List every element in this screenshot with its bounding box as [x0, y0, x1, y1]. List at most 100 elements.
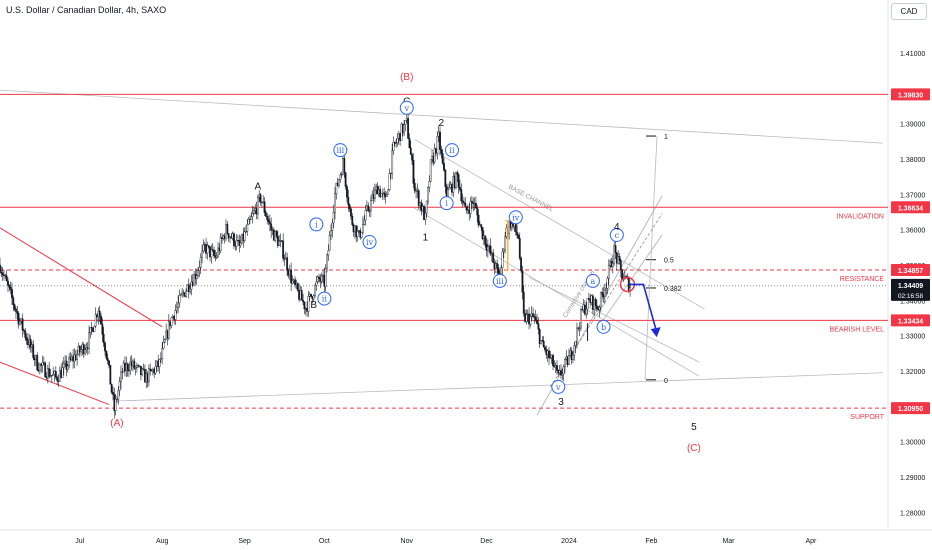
- candle-body: [167, 321, 170, 339]
- candle-body: [174, 310, 177, 320]
- currency-button[interactable]: CAD: [891, 3, 927, 20]
- wave-label: b: [601, 323, 606, 332]
- candle-body: [108, 360, 110, 366]
- candle-body: [44, 363, 47, 378]
- candle-body: [409, 147, 412, 155]
- price-level-name: BEARISH LEVEL: [830, 326, 885, 333]
- wave-label: iii: [496, 277, 504, 286]
- candle-body: [347, 197, 350, 205]
- x-tick-label: Jul: [75, 538, 84, 545]
- wave-label: 4: [614, 222, 620, 233]
- candle-body: [606, 278, 609, 289]
- candle-body: [316, 276, 319, 282]
- candle-body: [170, 317, 173, 326]
- candle-body: [199, 256, 202, 268]
- x-tick-label: Feb: [645, 538, 657, 545]
- candle-body: [117, 390, 120, 400]
- candle-body: [120, 371, 122, 382]
- y-tick-label: 1.28000: [900, 510, 925, 517]
- candle-body: [249, 219, 251, 221]
- candle-body: [110, 384, 113, 393]
- candle-body: [32, 344, 35, 358]
- candle-body: [54, 371, 57, 378]
- y-tick-label: 1.33000: [900, 334, 925, 341]
- wave-label: (A): [110, 418, 123, 429]
- candle-body: [424, 212, 427, 220]
- candle-body: [541, 340, 544, 342]
- channel-midline: [550, 213, 663, 388]
- candle-body: [207, 245, 210, 247]
- candle-body: [343, 158, 346, 173]
- candle-body: [0, 271, 3, 274]
- candle-body: [21, 318, 24, 331]
- candle-body: [330, 230, 332, 236]
- candle-body: [383, 192, 386, 195]
- wave-label-circle: [508, 210, 523, 225]
- candle-body: [389, 172, 392, 175]
- candle-body: [544, 346, 546, 351]
- candle-body: [407, 118, 410, 139]
- candle-body: [219, 237, 222, 252]
- candle-body: [94, 314, 97, 327]
- candle-body: [360, 232, 363, 238]
- last-price-value: 1.34409: [898, 283, 923, 290]
- candle-body: [324, 268, 327, 287]
- candle-body: [411, 154, 413, 161]
- candle-body: [42, 362, 45, 364]
- candle-body: [8, 284, 11, 288]
- candle-body: [193, 274, 195, 286]
- candle-body: [300, 290, 303, 301]
- candle-body: [350, 208, 352, 217]
- candle-body: [141, 368, 144, 376]
- candle-body: [455, 172, 457, 188]
- candle-body: [605, 288, 608, 291]
- candle-body: [48, 368, 51, 377]
- candle-body: [109, 364, 112, 385]
- candle-body: [116, 398, 118, 400]
- candle-body: [23, 329, 25, 332]
- candle-body: [542, 340, 545, 348]
- candle-body: [239, 242, 242, 246]
- wave-label: iv: [366, 238, 374, 247]
- candle-body: [13, 304, 16, 310]
- candle-body: [24, 330, 27, 338]
- candle-body: [492, 252, 495, 263]
- candle-body: [264, 212, 267, 217]
- candle-body: [332, 212, 335, 224]
- wave-label: A: [255, 182, 262, 193]
- candle-body: [185, 290, 188, 297]
- candle-body: [12, 297, 15, 305]
- candle-body: [574, 341, 577, 346]
- candle-body: [158, 359, 161, 367]
- wave-label: v: [404, 104, 410, 113]
- price-level-tag: [891, 402, 930, 415]
- candle-body: [556, 365, 558, 371]
- candle-body: [335, 182, 338, 194]
- candle-body: [134, 367, 137, 369]
- wave-label: 1: [423, 233, 429, 244]
- candle-body: [525, 314, 528, 322]
- candle-body: [133, 360, 136, 369]
- candle-body: [213, 249, 215, 256]
- candle-body: [331, 222, 334, 231]
- candle-body: [106, 357, 109, 361]
- trend-line: [411, 206, 700, 377]
- last-price-tag: [891, 278, 930, 301]
- candle-body: [93, 325, 96, 332]
- candle-body: [363, 219, 366, 225]
- candle-body: [66, 365, 69, 370]
- candle-body: [465, 206, 468, 211]
- fib-label: 1: [664, 134, 668, 141]
- candle-body: [307, 296, 310, 312]
- candle-body: [538, 329, 541, 344]
- candle-body: [82, 344, 85, 354]
- x-tick-label: 2024: [561, 538, 577, 545]
- candle-body: [562, 366, 565, 375]
- candle-body: [564, 359, 566, 368]
- candle-body: [457, 174, 460, 188]
- candle-body: [326, 254, 328, 269]
- candle-body: [425, 200, 428, 214]
- price-level-tag: [891, 88, 930, 101]
- y-tick-label: 1.32000: [900, 369, 925, 376]
